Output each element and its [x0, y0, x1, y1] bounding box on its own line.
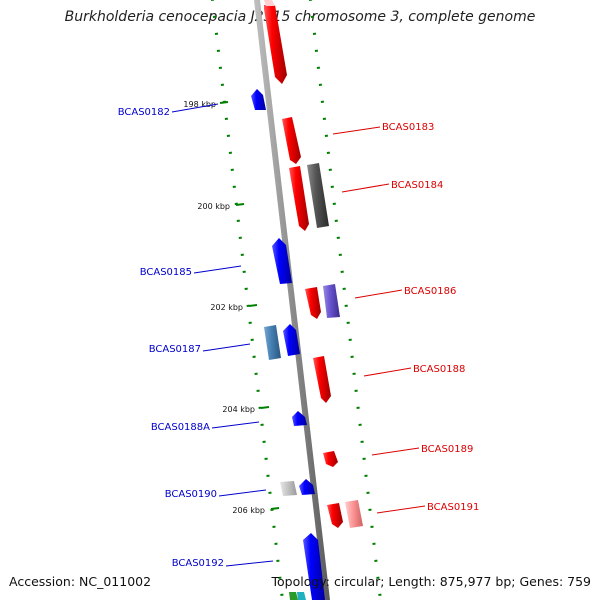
gene-arrow-bcas0182[interactable]	[251, 89, 266, 110]
gene-arrow-bottom-cyan[interactable]	[297, 592, 306, 600]
leader-bcas0182	[171, 103, 219, 113]
gene-arrow-bcas0186-purple[interactable]	[323, 284, 340, 318]
kbp-tick-204	[260, 406, 270, 409]
gene-labels: BCAS0182 BCAS0183 BCAS0184 BCAS0185 BCAS…	[118, 103, 479, 569]
kbp-label-202: 202 kbp	[210, 303, 243, 312]
kbp-scale: 198 kbp 200 kbp 202 kbp 204 kbp 206 kbp	[183, 100, 280, 515]
accession-label: Accession: NC_011002	[9, 574, 152, 589]
gene-label-bcas0189[interactable]: BCAS0189	[421, 444, 473, 455]
kbp-tick-202	[248, 304, 258, 307]
leader-bcas0186	[354, 289, 403, 299]
gene-arrow-bcas0184-red[interactable]	[289, 166, 309, 231]
kbp-tick-200	[235, 203, 245, 206]
leader-bcas0188a	[211, 421, 260, 429]
gene-label-bcas0185[interactable]: BCAS0185	[140, 267, 192, 278]
kbp-tick-206	[270, 507, 280, 510]
gene-arrow-bcas0184-gray[interactable]	[307, 163, 329, 228]
gene-arrow-bcas0186-red[interactable]	[305, 287, 321, 319]
leader-bcas0189	[371, 447, 420, 456]
gene-arrows	[251, 0, 363, 600]
gene-arrow-bcas0188[interactable]	[313, 356, 331, 403]
leader-bcas0188	[363, 367, 412, 377]
gene-arrow-bottom-green[interactable]	[289, 592, 298, 600]
kbp-label-206: 206 kbp	[232, 506, 265, 515]
leader-bcas0192	[225, 560, 274, 567]
leader-bcas0185	[193, 265, 242, 274]
kbp-label-200: 200 kbp	[197, 202, 230, 211]
gene-arrow-bcas0190-gray[interactable]	[280, 481, 297, 496]
gene-label-bcas0187[interactable]: BCAS0187	[149, 344, 201, 355]
map-title: Burkholderia cenocepacia J2315 chromosom…	[64, 9, 536, 25]
gene-label-bcas0183[interactable]: BCAS0183	[382, 122, 434, 133]
gene-arrow-bcas0187-steel[interactable]	[264, 325, 281, 360]
tick-marks	[211, 0, 382, 596]
gene-arrow-bcas0190-blue[interactable]	[299, 479, 315, 495]
gene-arrow-bcas0189[interactable]	[323, 451, 338, 467]
leader-bcas0190	[218, 489, 267, 497]
leader-bcas0183	[332, 126, 381, 135]
gene-label-bcas0191[interactable]: BCAS0191	[427, 502, 479, 513]
gene-arrow-top-pink[interactable]	[264, 0, 275, 6]
leader-bcas0187	[202, 343, 251, 352]
gene-arrow-bcas0183[interactable]	[282, 117, 301, 164]
gene-arrow-bcas0191-pink[interactable]	[345, 500, 363, 528]
kbp-label-198: 198 kbp	[183, 100, 216, 109]
gene-label-bcas0188a[interactable]: BCAS0188A	[151, 422, 210, 433]
gene-label-bcas0192[interactable]: BCAS0192	[172, 558, 224, 569]
genome-backbone	[254, 0, 330, 600]
gene-label-bcas0188[interactable]: BCAS0188	[413, 364, 465, 375]
topology-label: Topology: circular; Length: 875,977 bp; …	[271, 574, 592, 589]
gene-arrow-bcas0185[interactable]	[272, 238, 292, 284]
gene-label-bcas0186[interactable]: BCAS0186	[404, 286, 456, 297]
gene-arrow-bcas0188a[interactable]	[292, 411, 307, 426]
gene-label-bcas0182[interactable]: BCAS0182	[118, 107, 170, 118]
gene-label-bcas0190[interactable]: BCAS0190	[165, 489, 217, 500]
gene-label-bcas0184[interactable]: BCAS0184	[391, 180, 443, 191]
gene-arrow-bcas0187-blue[interactable]	[283, 324, 300, 356]
leader-bcas0184	[341, 183, 390, 193]
gene-arrow-top[interactable]	[264, 5, 287, 84]
gene-arrow-bcas0191-red[interactable]	[327, 503, 343, 528]
kbp-label-204: 204 kbp	[222, 405, 255, 414]
gene-arrow-bcas0192[interactable]	[303, 533, 325, 600]
leader-bcas0191	[376, 505, 426, 514]
kbp-tick-198	[219, 101, 229, 104]
